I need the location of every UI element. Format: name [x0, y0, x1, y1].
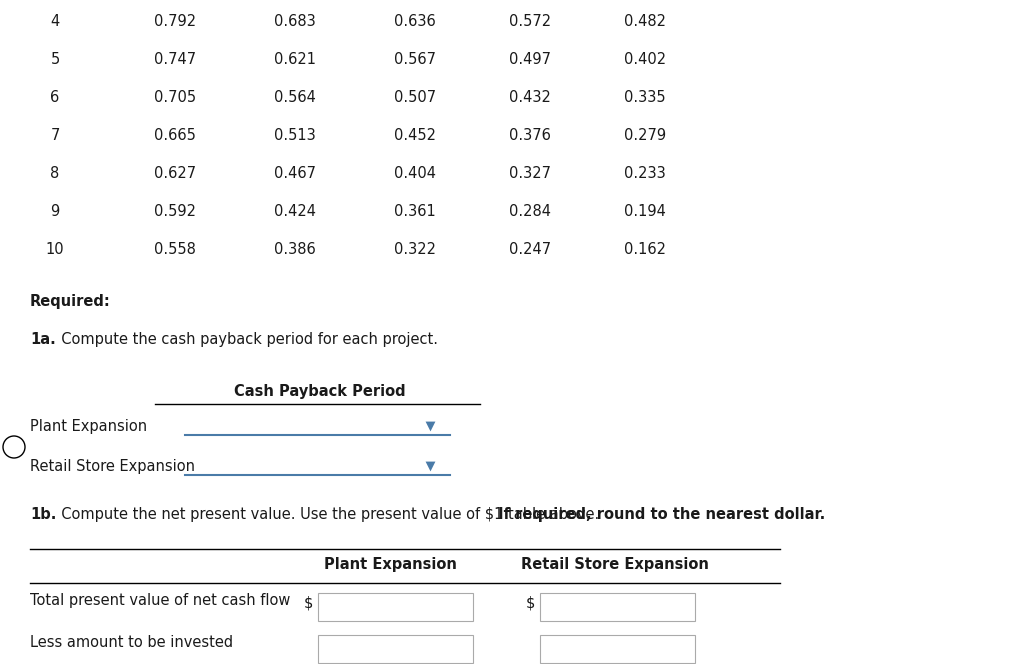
Text: Compute the net present value. Use the present value of $1 table above.: Compute the net present value. Use the p… [52, 507, 599, 522]
Text: 0.386: 0.386 [274, 242, 315, 257]
Text: 0.592: 0.592 [154, 204, 196, 219]
Text: 0.507: 0.507 [394, 90, 436, 105]
Text: 1a.: 1a. [30, 332, 55, 347]
Text: 0.233: 0.233 [624, 166, 666, 181]
Text: 5: 5 [50, 52, 59, 67]
Point [422, 421, 438, 432]
Text: Plant Expansion: Plant Expansion [30, 419, 147, 434]
Text: 0.162: 0.162 [624, 242, 666, 257]
Text: 7: 7 [50, 128, 59, 143]
Text: 0.792: 0.792 [154, 14, 196, 29]
Text: 0.361: 0.361 [394, 204, 436, 219]
Text: Total present value of net cash flow: Total present value of net cash flow [30, 593, 291, 608]
Text: 1b.: 1b. [30, 507, 56, 522]
FancyBboxPatch shape [318, 635, 473, 663]
Text: 0.327: 0.327 [509, 166, 551, 181]
Text: Cash Payback Period: Cash Payback Period [234, 384, 406, 399]
Text: 0.279: 0.279 [624, 128, 666, 143]
Text: 0.376: 0.376 [509, 128, 551, 143]
Text: Plant Expansion: Plant Expansion [324, 557, 457, 572]
Point [422, 461, 438, 471]
Text: 0.482: 0.482 [624, 14, 666, 29]
Text: 10: 10 [46, 242, 65, 257]
Text: If required, round to the nearest dollar.: If required, round to the nearest dollar… [493, 507, 825, 522]
Text: 9: 9 [50, 204, 59, 219]
Text: Less amount to be invested: Less amount to be invested [30, 635, 233, 650]
Text: Compute the cash payback period for each project.: Compute the cash payback period for each… [52, 332, 438, 347]
Text: Retail Store Expansion: Retail Store Expansion [521, 557, 709, 572]
Text: $: $ [304, 595, 313, 610]
Text: 0.467: 0.467 [274, 166, 316, 181]
FancyBboxPatch shape [318, 593, 473, 621]
Text: 0.404: 0.404 [394, 166, 436, 181]
Text: $: $ [526, 595, 536, 610]
Text: 0.424: 0.424 [274, 204, 316, 219]
Text: 0.402: 0.402 [624, 52, 666, 67]
Text: 0.747: 0.747 [154, 52, 196, 67]
Text: 0.636: 0.636 [394, 14, 436, 29]
Text: 0.322: 0.322 [394, 242, 436, 257]
FancyBboxPatch shape [540, 635, 695, 663]
Text: 0.567: 0.567 [394, 52, 436, 67]
Text: 0.705: 0.705 [154, 90, 196, 105]
Text: 8: 8 [50, 166, 59, 181]
Text: 0.497: 0.497 [509, 52, 551, 67]
Text: Retail Store Expansion: Retail Store Expansion [30, 459, 195, 474]
Text: 0.564: 0.564 [274, 90, 316, 105]
Text: 0.284: 0.284 [509, 204, 551, 219]
Text: 0.432: 0.432 [509, 90, 551, 105]
Text: 6: 6 [50, 90, 59, 105]
Text: Required:: Required: [30, 294, 111, 309]
Text: 0.683: 0.683 [274, 14, 315, 29]
Text: 0.558: 0.558 [154, 242, 196, 257]
Text: 0.572: 0.572 [509, 14, 551, 29]
Text: 0.665: 0.665 [154, 128, 196, 143]
Text: 0.621: 0.621 [274, 52, 316, 67]
Text: 4: 4 [50, 14, 59, 29]
Text: 0.452: 0.452 [394, 128, 436, 143]
Text: 0.247: 0.247 [509, 242, 551, 257]
FancyBboxPatch shape [540, 593, 695, 621]
Text: 0.335: 0.335 [625, 90, 666, 105]
Text: 0.194: 0.194 [624, 204, 666, 219]
Text: 0.627: 0.627 [154, 166, 196, 181]
Text: 0.513: 0.513 [274, 128, 315, 143]
